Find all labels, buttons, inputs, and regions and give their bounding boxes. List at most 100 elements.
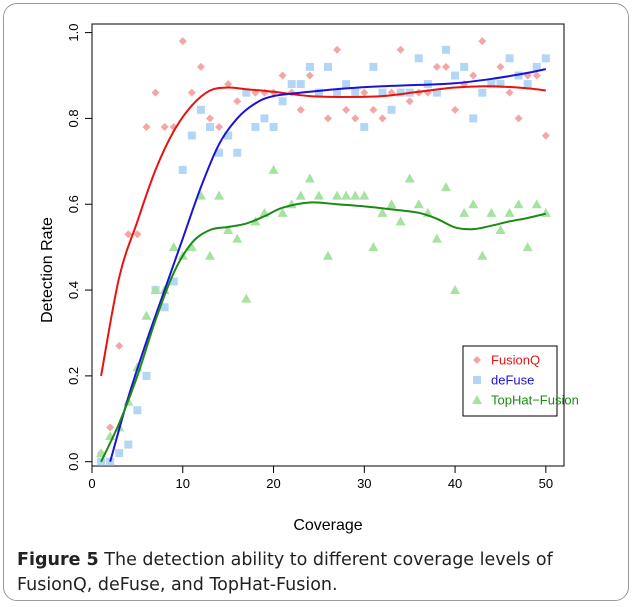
point-series-0 — [532, 71, 541, 80]
fit-line-series-0 — [100, 85, 546, 377]
y-axis-label: Detection Rate — [39, 217, 56, 323]
point-series-1 — [160, 303, 169, 312]
point-series-0 — [278, 71, 287, 80]
point-series-1 — [124, 440, 133, 449]
point-series-2 — [368, 242, 379, 252]
point-series-2 — [522, 242, 533, 252]
point-series-1 — [369, 62, 378, 71]
point-series-2 — [513, 199, 524, 209]
point-series-1 — [133, 406, 142, 415]
point-series-2 — [386, 199, 397, 209]
point-series-0 — [478, 37, 487, 46]
point-series-2 — [441, 182, 451, 192]
point-series-0 — [360, 88, 369, 97]
legend: FusionQ deFuse TopHat−Fusion — [462, 345, 579, 417]
point-series-2 — [323, 250, 333, 260]
legend-label: TopHat−Fusion — [491, 393, 579, 408]
point-series-0 — [369, 105, 378, 114]
point-series-1 — [378, 88, 387, 97]
y-tick-label: 1.0 — [66, 24, 81, 42]
point-series-2 — [404, 173, 415, 183]
point-series-1 — [505, 54, 514, 63]
x-axis-label: Coverage — [293, 517, 362, 534]
point-series-2 — [377, 207, 388, 217]
point-series-1 — [487, 80, 496, 89]
point-series-1 — [333, 88, 342, 97]
point-series-0 — [206, 114, 214, 123]
y-tick-label: 0.4 — [66, 281, 81, 299]
point-series-0 — [305, 71, 314, 80]
point-series-0 — [187, 88, 196, 97]
point-series-2 — [504, 207, 515, 217]
point-series-1 — [442, 45, 450, 54]
point-series-0 — [333, 45, 342, 54]
point-series-1 — [496, 80, 505, 89]
caption-text: The detection ability to different cover… — [17, 550, 553, 595]
point-series-1 — [360, 122, 369, 131]
point-series-2 — [413, 199, 424, 209]
point-series-2 — [195, 190, 206, 200]
point-series-2 — [205, 250, 215, 260]
point-series-2 — [277, 207, 288, 217]
point-series-2 — [431, 233, 442, 243]
figure-frame — [3, 3, 629, 601]
point-series-2 — [141, 310, 152, 320]
legend-marker — [473, 376, 481, 384]
legend-label: FusionQ — [491, 353, 540, 368]
point-series-1 — [115, 449, 124, 458]
point-series-0 — [142, 122, 151, 131]
point-series-2 — [241, 293, 252, 303]
point-series-1 — [478, 88, 487, 97]
point-series-1 — [387, 105, 396, 114]
point-series-1 — [215, 148, 224, 157]
point-series-0 — [324, 114, 332, 123]
point-series-0 — [169, 122, 178, 131]
point-series-0 — [160, 122, 169, 131]
point-series-1 — [196, 105, 205, 114]
point-series-0 — [378, 114, 387, 123]
point-series-0 — [451, 105, 460, 114]
point-series-0 — [514, 114, 523, 123]
point-series-0 — [296, 105, 305, 114]
point-series-1 — [296, 80, 305, 89]
point-series-1 — [314, 88, 323, 97]
fit-lines — [100, 68, 547, 463]
point-series-0 — [541, 131, 550, 140]
x-tick-label: 30 — [357, 476, 371, 491]
point-series-1 — [287, 80, 296, 89]
point-series-1 — [342, 80, 351, 89]
point-series-1 — [541, 54, 550, 63]
point-series-1 — [451, 71, 460, 80]
point-series-2 — [304, 173, 315, 183]
point-series-1 — [469, 114, 478, 123]
legend-marker — [473, 356, 481, 364]
point-series-1 — [351, 88, 360, 97]
point-series-1 — [251, 122, 260, 131]
point-series-2 — [468, 199, 479, 209]
fit-line-series-1 — [109, 68, 547, 462]
point-series-0 — [342, 105, 351, 114]
x-tick-label: 50 — [539, 476, 553, 491]
axes: 0 10 20 30 40 50 0.0 0.2 0.4 0.6 0.8 1.0 — [66, 23, 565, 491]
point-series-0 — [115, 341, 124, 350]
point-series-0 — [215, 122, 224, 131]
point-series-2 — [268, 164, 279, 174]
point-series-0 — [432, 62, 441, 71]
point-series-1 — [523, 80, 532, 89]
point-series-2 — [232, 233, 243, 243]
point-series-2 — [495, 224, 506, 234]
point-series-2 — [223, 224, 234, 234]
point-series-1 — [206, 122, 214, 131]
legend-label: deFuse — [491, 373, 534, 388]
point-series-2 — [477, 250, 488, 260]
point-series-0 — [133, 230, 142, 239]
point-series-1 — [269, 122, 278, 131]
point-series-2 — [531, 199, 542, 209]
point-series-1 — [396, 88, 405, 97]
point-series-1 — [414, 54, 423, 63]
point-series-0 — [196, 62, 205, 71]
point-series-1 — [324, 62, 332, 71]
point-series-0 — [396, 45, 405, 54]
y-tick-label: 0.6 — [66, 195, 81, 213]
point-series-2 — [186, 242, 197, 252]
